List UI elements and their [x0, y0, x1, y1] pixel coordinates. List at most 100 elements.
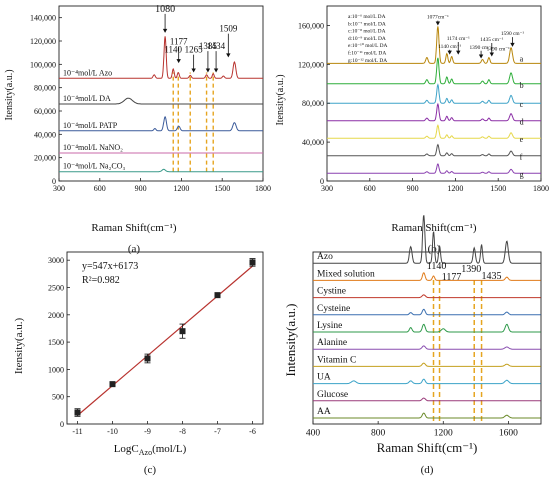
panel-b-y-tick-label: 40,000 — [302, 138, 324, 147]
panel-a-peak-arrowhead — [176, 59, 181, 64]
panel-d-x-tick-label: 800 — [371, 429, 386, 439]
panel-b-peak-arrowhead — [510, 42, 515, 47]
panel-b-legend-entry: g:10⁻¹² mol/L DA — [348, 58, 387, 64]
panel-d-series-line — [313, 345, 541, 350]
panel-a-x-tick-label: 1500 — [214, 184, 230, 193]
panel-a-y-tick-label: 60,000 — [34, 107, 56, 116]
panel-c-r2: R²=0.982 — [82, 275, 120, 286]
panel-c-marks: y=547x+6173 R²=0.982 -11 -10 -9 -8 -7 -6 0 500 100… — [48, 251, 264, 436]
panel-a-peak-label: 1385 — [199, 41, 218, 51]
panel-a-peak-arrowhead — [191, 68, 196, 73]
panel-a-y-tick-label: 120,000 — [30, 37, 56, 46]
panel-d-x-tick-label: 400 — [306, 429, 321, 439]
panel-b-x-tick-label: 300 — [321, 184, 333, 193]
panel-b-peak-label: 1077cm⁻¹ — [427, 15, 449, 21]
panel-d-x-tick-label: 1200 — [434, 429, 453, 439]
panel-a-y-tick-label: 0 — [52, 177, 56, 186]
panel-c-x-tick-label: -11 — [72, 427, 82, 436]
panel-a-xlabel: Raman Shift(cm⁻¹) — [91, 222, 177, 234]
panel-d-series-line — [313, 378, 541, 385]
panel-b-peak-arrowhead — [489, 52, 494, 57]
panel-c: y=547x+6173 R²=0.982 -11 -10 -9 -8 -7 -6 0 500 100… — [13, 251, 264, 476]
panel-c-y-tick-label: 3000 — [48, 256, 64, 265]
panel-d-series-label: Glucose — [317, 390, 348, 400]
panel-b-peak-label: 1140 cm⁻¹ — [438, 44, 461, 50]
panel-c-x-tick-label: -10 — [107, 427, 118, 436]
panel-b-series-label: f — [520, 153, 523, 162]
panel-a-label: (a) — [128, 243, 141, 255]
panel-a-peak-label: 1265 — [185, 45, 204, 55]
panel-b-peak-label: 1590 cm⁻¹ — [501, 31, 525, 37]
panel-a-peak-label: 1509 — [219, 24, 238, 34]
panel-a-y-tick-label: 140,000 — [30, 14, 56, 23]
panel-d-series-line — [313, 215, 541, 264]
panel-d-series-label: Azo — [317, 252, 333, 262]
panel-c-data-point — [249, 259, 256, 266]
panel-d-series-label: Lysine — [317, 321, 342, 331]
panel-b-x-tick-label: 1500 — [490, 184, 506, 193]
panel-b-series-line — [327, 124, 541, 139]
panel-a-plot-frame — [58, 5, 264, 182]
panel-c-y-tick-label: 2000 — [48, 311, 64, 320]
panel-b-x-tick-label: 1800 — [533, 184, 549, 193]
panel-c-xlabel-tail: (mol/L) — [152, 443, 187, 455]
panel-a-peak-arrowhead — [226, 53, 231, 58]
panel-b-series-label: c — [520, 100, 524, 109]
panel-c-y-tick-label: 1500 — [48, 338, 64, 347]
panel-b-peak-label: 1174 cm⁻¹ — [447, 36, 470, 42]
panel-b-legend-entry: a:10⁻⁶ mol/L DA — [348, 14, 386, 20]
panel-c-y-tick-label: 500 — [52, 393, 64, 402]
panel-b-series-line — [327, 163, 541, 174]
panel-c-ylabel: Itensity(a.u.) — [13, 318, 25, 375]
panel-d-series-line — [313, 308, 541, 316]
panel-d-series-line — [313, 272, 541, 281]
panel-d-series-line — [313, 362, 541, 367]
panel-d-peak-label: 1177 — [442, 272, 462, 283]
panel-d-series-line — [313, 294, 541, 299]
panel-b-series-line — [327, 83, 541, 104]
panel-a-y-tick-label: 80,000 — [34, 84, 56, 93]
panel-a-y-tick-label: 100,000 — [30, 60, 56, 69]
panel-d-series-line — [313, 412, 541, 419]
panel-a-peak-label: 1434 — [207, 41, 226, 51]
panel-b-y-tick-label: 80,000 — [302, 99, 324, 108]
panel-a-y-tick-label: 20,000 — [34, 154, 56, 163]
panel-c-equation: y=547x+6173 — [82, 261, 138, 272]
panel-d-peak-label: 1140 — [427, 261, 447, 272]
panel-d-series-label: Vitamin C — [317, 355, 356, 365]
panel-d-series-label: Cysteine — [317, 304, 350, 314]
panel-d-peak-label: 1435 — [482, 271, 502, 282]
panel-b-x-tick-label: 600 — [364, 184, 376, 193]
panel-a-series-line — [59, 115, 263, 132]
panel-c-y-tick-label: 2500 — [48, 283, 64, 292]
panel-c-xlabel-sub: Azo — [139, 448, 152, 457]
panel-b-series-line — [327, 143, 541, 157]
panel-b-x-tick-label: 1200 — [447, 184, 463, 193]
panel-a-series-label: 10⁻⁴mol/L NaNO₂ — [63, 143, 123, 152]
panel-d-series-label: AA — [317, 407, 331, 417]
panel-b-peak-arrowhead — [435, 21, 441, 26]
panel-a-series-label: 10⁻⁴mol/L Azo — [63, 68, 112, 77]
panel-d-plot-frame — [312, 251, 542, 425]
panel-c-data-point — [214, 292, 221, 299]
panel-b-plot-frame — [326, 5, 542, 182]
panel-c-data-point — [74, 409, 81, 416]
panel-b-peak-label: 1390 cm⁻¹ — [469, 45, 493, 51]
panel-c-data-point — [179, 328, 186, 335]
panel-b-series-label: e — [520, 135, 524, 144]
panel-b-ylabel: Itensity(a.u.) — [275, 74, 286, 125]
panel-a-peak-label: 1140 — [164, 45, 182, 55]
panel-b-series-label: a — [520, 54, 524, 63]
panel-b-peak-arrowhead — [478, 54, 484, 59]
panel-b-series-label: b — [520, 81, 524, 90]
panel-d-series-label: Alanine — [317, 338, 347, 348]
panel-b-series-line — [327, 102, 541, 122]
panel-c-xlabel-main: LogC — [114, 443, 139, 455]
panel-b-legend-entry: f:10⁻¹¹ mol/L DA — [348, 50, 386, 57]
panel-d-ylabel: Intensity(a.u.) — [283, 304, 298, 377]
panel-c-xlabel: LogCAzo(mol/L) — [114, 443, 187, 457]
panel-a-peak-label: 1177 — [170, 37, 188, 47]
panel-a-peak-arrowhead — [162, 28, 168, 33]
panel-a-series-label: 10⁻⁴mol/L DA — [63, 94, 111, 103]
